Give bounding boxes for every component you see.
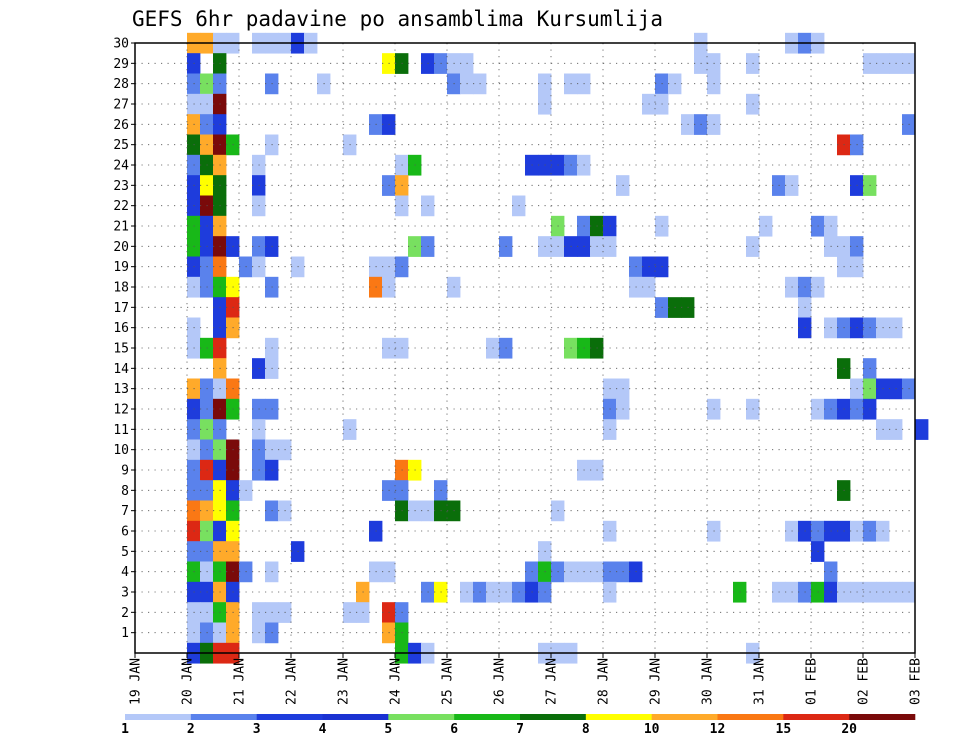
colorbar-label: 10: [644, 722, 660, 737]
colorbar-segment: [717, 714, 784, 720]
y-tick-label: 9: [121, 464, 129, 479]
y-tick-label: 12: [113, 403, 129, 418]
x-tick-label: 30 JAN: [701, 658, 716, 705]
x-tick-label: 28 JAN: [597, 658, 612, 705]
y-tick-label: 28: [113, 77, 129, 92]
colorbar-label: 6: [450, 722, 458, 737]
x-tick-label: 22 JAN: [285, 658, 300, 705]
y-tick-label: 20: [113, 240, 129, 255]
y-tick-label: 1: [121, 626, 129, 641]
y-tick-label: 26: [113, 118, 129, 133]
colorbar-segment: [388, 714, 455, 720]
y-tick-label: 6: [121, 525, 129, 540]
x-tick-label: 25 JAN: [441, 658, 456, 705]
x-tick-label: 23 JAN: [337, 658, 352, 705]
x-tick-label: 20 JAN: [181, 658, 196, 705]
colorbar-segment: [256, 714, 323, 720]
colorbar-label: 2: [187, 722, 195, 737]
x-tick-label: 24 JAN: [389, 658, 404, 705]
y-tick-label: 3: [121, 586, 129, 601]
x-tick-label: 03 FEB: [909, 658, 924, 705]
y-tick-label: 21: [113, 220, 129, 235]
colorbar-label: 8: [582, 722, 590, 737]
y-tick-label: 19: [113, 260, 129, 275]
y-tick-label: 5: [121, 545, 129, 560]
colorbar-label: 20: [841, 722, 857, 737]
y-tick-label: 24: [113, 159, 129, 174]
y-tick-label: 23: [113, 179, 129, 194]
colorbar-segment: [849, 714, 916, 720]
colorbar-segment: [125, 714, 192, 720]
x-tick-label: 21 JAN: [233, 658, 248, 705]
y-tick-label: 18: [113, 281, 129, 296]
y-tick-label: 11: [113, 423, 129, 438]
y-tick-label: 2: [121, 606, 129, 621]
colorbar-label: 3: [253, 722, 261, 737]
colorbar-segment: [783, 714, 850, 720]
colorbar-label: 7: [516, 722, 524, 737]
colorbar-segment: [454, 714, 521, 720]
y-tick-label: 10: [113, 443, 129, 458]
y-tick-label: 17: [113, 301, 129, 316]
colorbar-label: 12: [710, 722, 726, 737]
x-tick-label: 26 JAN: [493, 658, 508, 705]
y-tick-label: 4: [121, 565, 129, 580]
x-tick-label: 19 JAN: [129, 658, 144, 705]
x-tick-label: 01 FEB: [805, 658, 820, 705]
colorbar-label: 4: [319, 722, 327, 737]
y-tick-label: 29: [113, 57, 129, 72]
y-tick-label: 13: [113, 382, 129, 397]
precip-cell: [915, 419, 929, 440]
chart-title: GEFS 6hr padavine po ansamblima Kursumli…: [132, 7, 663, 31]
y-tick-label: 25: [113, 138, 129, 153]
grid-lines: [135, 43, 915, 653]
colorbar-label: 5: [384, 722, 392, 737]
y-tick-label: 15: [113, 342, 129, 357]
y-axis-ticks: 1234567891011121314151617181920212223242…: [113, 37, 135, 641]
y-tick-label: 16: [113, 321, 129, 336]
colorbar-label: 15: [776, 722, 792, 737]
colorbar-segment: [322, 714, 389, 720]
colorbar-segment: [651, 714, 718, 720]
colorbar: 1 2 3 4 5 6 7 8 10 12 15 20: [121, 714, 916, 737]
y-tick-label: 22: [113, 199, 129, 214]
y-tick-label: 30: [113, 37, 129, 52]
x-tick-label: 02 FEB: [857, 658, 872, 705]
x-tick-label: 29 JAN: [649, 658, 664, 705]
x-tick-label: 27 JAN: [545, 658, 560, 705]
colorbar-segment: [190, 714, 257, 720]
y-tick-label: 27: [113, 98, 129, 113]
colorbar-label: 1: [121, 722, 129, 737]
x-axis-ticks: 19 JAN 20 JAN 21 JAN 22 JAN 23 JAN 24 JAN 25 J…: [129, 653, 924, 705]
x-tick-label: 31 JAN: [753, 658, 768, 705]
colorbar-segment: [520, 714, 587, 720]
y-tick-label: 14: [113, 362, 129, 377]
colorbar-segment: [585, 714, 652, 720]
y-tick-label: 8: [121, 484, 129, 499]
y-tick-label: 7: [121, 504, 129, 519]
